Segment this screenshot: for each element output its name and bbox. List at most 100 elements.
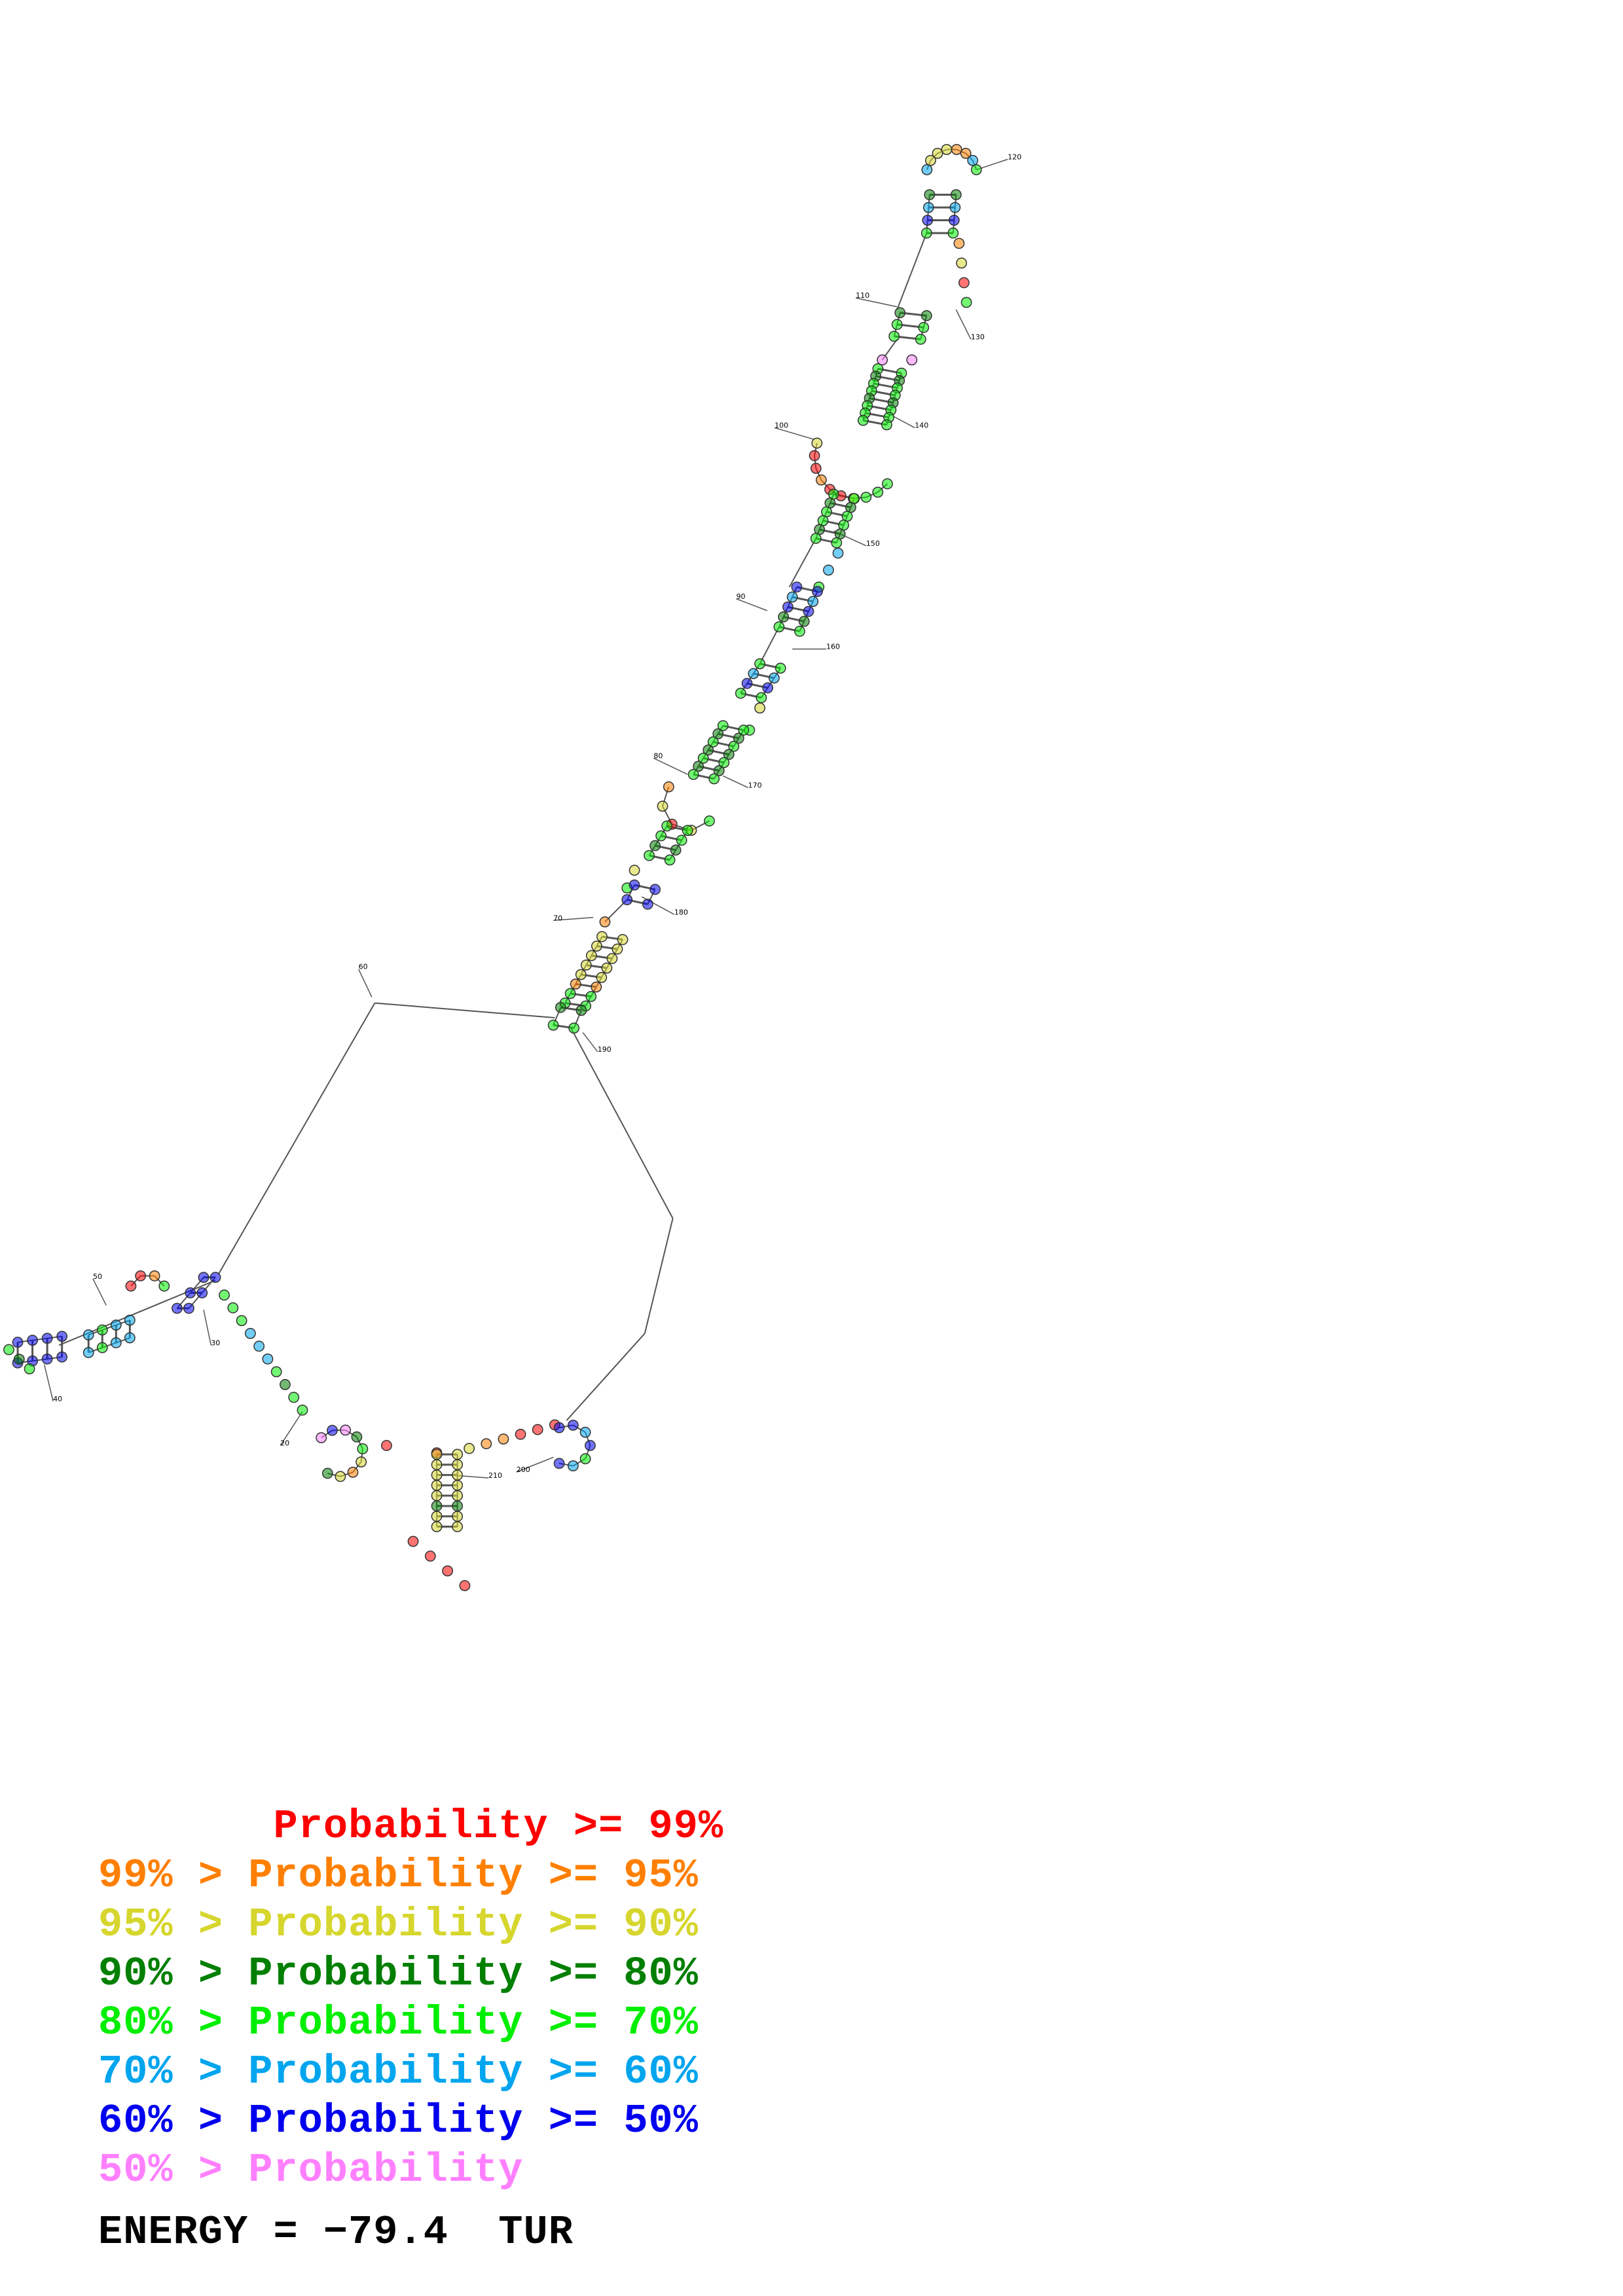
nucleotide-base bbox=[198, 1272, 210, 1283]
nucleotide-base bbox=[431, 1459, 443, 1471]
nucleotide-base bbox=[642, 899, 653, 910]
nucleotide-base bbox=[135, 1270, 147, 1282]
nucleotide-base bbox=[738, 725, 750, 736]
nucleotide-base bbox=[351, 1431, 363, 1443]
nucleotide-base bbox=[707, 736, 719, 747]
nucleotide-base bbox=[733, 732, 744, 744]
nucleotide-base bbox=[3, 1344, 14, 1355]
position-label: 100 bbox=[775, 422, 788, 430]
backbone-segment bbox=[570, 1028, 674, 1219]
nucleotide-base bbox=[585, 950, 597, 961]
nucleotide-base bbox=[948, 215, 960, 226]
nucleotide-base bbox=[185, 1287, 196, 1299]
nucleotide-base bbox=[580, 960, 592, 971]
position-label: 50 bbox=[93, 1272, 102, 1281]
backbone-segment bbox=[926, 194, 930, 234]
nucleotide-base bbox=[657, 800, 668, 812]
nucleotide-base bbox=[452, 1448, 464, 1460]
nucleotide-base bbox=[591, 941, 602, 952]
nucleotide-base bbox=[922, 215, 934, 226]
backbone-segment bbox=[88, 1337, 130, 1354]
nucleotide-base bbox=[41, 1333, 53, 1344]
nucleotide-base bbox=[110, 1319, 122, 1331]
nucleotide-base bbox=[762, 682, 774, 694]
nucleotide-base bbox=[515, 1429, 526, 1440]
nucleotide-base bbox=[960, 296, 972, 308]
nucleotide-base bbox=[532, 1424, 543, 1435]
nucleotide-base bbox=[553, 1458, 565, 1469]
nucleotide-base bbox=[676, 834, 687, 846]
nucleotide-base bbox=[621, 894, 633, 906]
backbone-segment bbox=[516, 1456, 554, 1473]
backbone-segment bbox=[669, 830, 689, 861]
nucleotide-base bbox=[56, 1331, 68, 1342]
nucleotide-base bbox=[950, 189, 962, 200]
nucleotide-base bbox=[357, 1443, 369, 1454]
nucleotide-base bbox=[547, 1019, 559, 1031]
backbone-lines bbox=[16, 149, 1008, 1528]
nucleotide-base bbox=[670, 844, 682, 856]
nucleotide-base bbox=[812, 586, 823, 598]
nucleotide-base bbox=[82, 1347, 94, 1358]
backbone-segment bbox=[653, 757, 688, 775]
backbone-segment bbox=[759, 626, 780, 664]
nucleotide-base bbox=[693, 761, 704, 772]
nucleotide-base bbox=[172, 1302, 183, 1314]
backbone-segment bbox=[774, 427, 815, 440]
nucleotide-base bbox=[596, 931, 608, 942]
backbone-segment bbox=[566, 1333, 646, 1421]
nucleotide-base bbox=[924, 189, 936, 200]
legend-entry-60-70: 70% > Probability >= 60% bbox=[98, 2049, 699, 2095]
position-label: 90 bbox=[737, 592, 746, 601]
nucleotide-base bbox=[888, 331, 900, 342]
nucleotide-base bbox=[921, 164, 933, 175]
nucleotide-base bbox=[335, 1471, 346, 1482]
nucleotide-base bbox=[431, 1521, 443, 1532]
nucleotide-base bbox=[262, 1353, 274, 1365]
nucleotide-base bbox=[452, 1469, 464, 1481]
nucleotide-base bbox=[960, 147, 972, 159]
nucleotide-base bbox=[236, 1315, 247, 1327]
nucleotide-base bbox=[786, 591, 798, 603]
nucleotide-base bbox=[815, 474, 827, 486]
nucleotide-base bbox=[27, 1335, 38, 1346]
nucleotide-base bbox=[906, 354, 918, 366]
legend-entry-50-60: 60% > Probability >= 50% bbox=[98, 2098, 699, 2144]
nucleotide-base bbox=[687, 768, 699, 780]
nucleotide-base bbox=[210, 1272, 221, 1283]
backbone-segment bbox=[761, 668, 782, 698]
nucleotide-base bbox=[807, 596, 819, 607]
nucleotide-base bbox=[125, 1280, 137, 1292]
backbone-segment bbox=[896, 232, 928, 310]
nucleotide-base bbox=[775, 662, 786, 674]
backbone-segment bbox=[955, 309, 972, 340]
nucleotide-base bbox=[810, 533, 822, 544]
position-label: 80 bbox=[653, 751, 663, 760]
nucleotide-base bbox=[13, 1354, 25, 1365]
nucleotide-base bbox=[649, 840, 661, 852]
nucleotide-base bbox=[921, 227, 932, 239]
nucleotide-base bbox=[585, 991, 597, 1002]
nucleotide-base bbox=[110, 1337, 122, 1348]
nucleotide-base bbox=[882, 478, 893, 490]
backbone-segment bbox=[17, 1356, 62, 1364]
nucleotide-base bbox=[606, 953, 618, 964]
nucleotide-base bbox=[713, 765, 725, 776]
nucleotide-base bbox=[564, 988, 576, 999]
position-label: 190 bbox=[598, 1045, 611, 1054]
nucleotide-base bbox=[958, 277, 970, 289]
nucleotide-base bbox=[498, 1433, 509, 1445]
backbone-segment bbox=[644, 1218, 674, 1334]
position-label: 60 bbox=[359, 963, 368, 971]
nucleotide-base bbox=[891, 319, 903, 331]
backbone-segment bbox=[892, 415, 915, 429]
nucleotide-base bbox=[921, 310, 932, 321]
energy-value: ENERGY = −79.4 TUR bbox=[98, 2209, 574, 2255]
nucleotide-base bbox=[431, 1490, 443, 1501]
position-label: 130 bbox=[971, 332, 985, 341]
nucleotide-base bbox=[12, 1336, 24, 1348]
nucleotide-base bbox=[877, 354, 888, 366]
backbone-segment bbox=[722, 775, 748, 789]
nucleotide-base bbox=[756, 692, 767, 704]
backbone-segment bbox=[976, 158, 1008, 170]
